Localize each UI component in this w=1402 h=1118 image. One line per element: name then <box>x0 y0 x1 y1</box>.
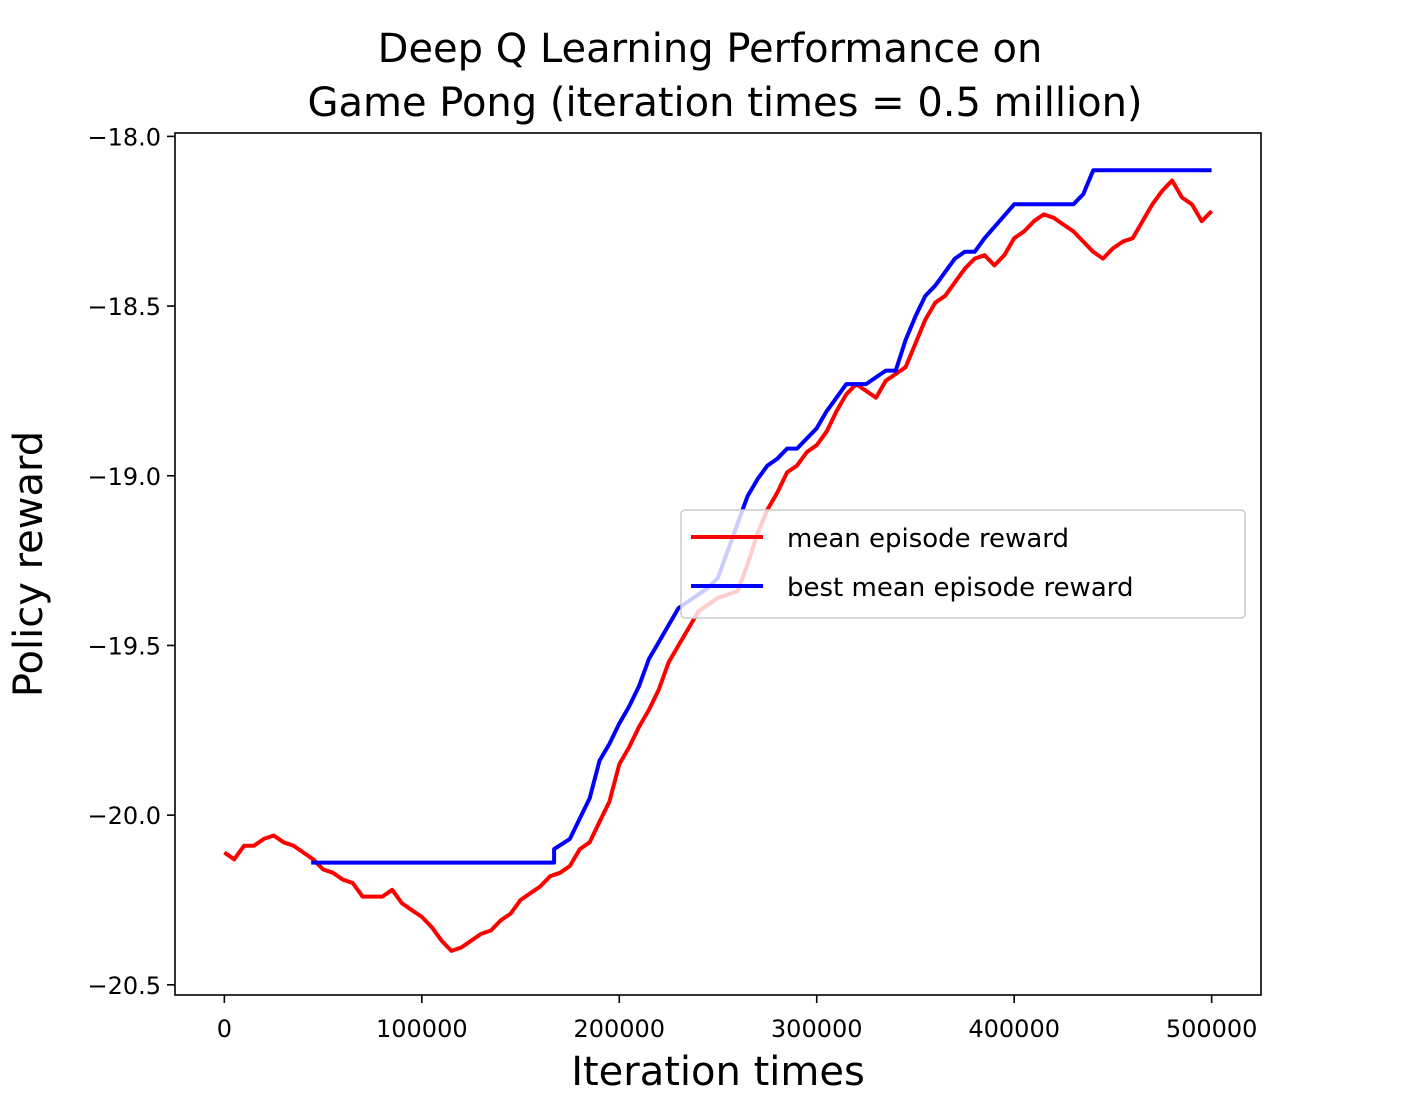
x-tick-label: 400000 <box>968 1015 1060 1043</box>
y-tick-label: −20.0 <box>87 802 161 830</box>
series-line-best-mean-episode-reward <box>311 168 1212 865</box>
x-axis-label: Iteration times <box>571 1049 865 1095</box>
legend-label-mean-episode-reward: mean episode reward <box>787 524 1069 554</box>
chart-title-line-1: Deep Q Learning Performance on <box>378 26 1043 72</box>
y-tick-label: −18.0 <box>87 123 161 151</box>
x-axis-ticks: 0 100000 200000 300000 400000 500000 <box>217 995 1258 1043</box>
y-tick-label: −19.5 <box>87 632 161 660</box>
y-tick-label: −19.0 <box>87 463 161 491</box>
x-tick-label: 100000 <box>376 1015 468 1043</box>
legend-label-best-mean-episode-reward: best mean episode reward <box>787 573 1134 603</box>
y-axis-label: Policy reward <box>6 431 52 697</box>
y-tick-label: −20.5 <box>87 972 161 1000</box>
legend: mean episode reward best mean episode re… <box>680 509 1246 619</box>
chart-title-line-2: Game Pong (iteration times = 0.5 million… <box>307 80 1142 126</box>
x-tick-label: 500000 <box>1166 1015 1258 1043</box>
x-tick-label: 0 <box>217 1015 232 1043</box>
legend-box <box>680 509 1246 619</box>
y-axis-ticks: −18.0 −18.5 −19.0 −19.5 −20.0 −20.5 <box>87 123 175 1000</box>
x-tick-label: 300000 <box>771 1015 863 1043</box>
plot-frame <box>174 132 1262 996</box>
y-tick-label: −18.5 <box>87 293 161 321</box>
x-tick-label: 200000 <box>573 1015 665 1043</box>
